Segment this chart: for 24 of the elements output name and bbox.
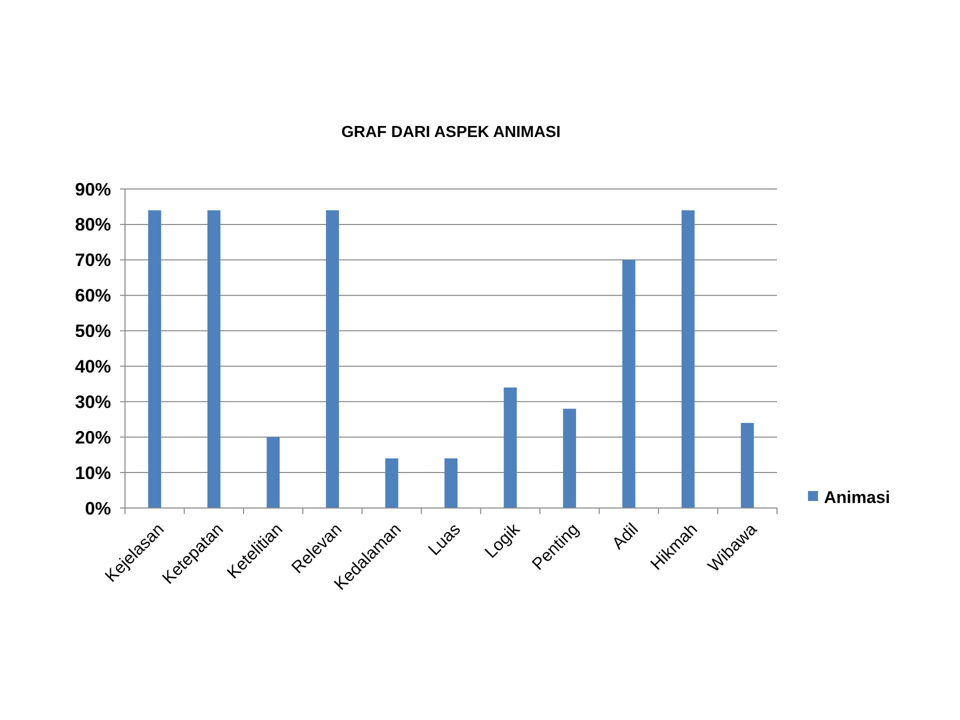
bar (740, 422, 754, 508)
bar (266, 437, 280, 508)
y-tick-label: 60% (74, 286, 111, 306)
y-tick-label: 70% (74, 250, 111, 270)
y-tick-label: 20% (74, 427, 111, 448)
y-tick-label: 40% (74, 356, 111, 377)
y-tick-label: 30% (74, 392, 111, 412)
y-tick-label: 10% (74, 462, 111, 483)
bar (622, 260, 636, 508)
bar (207, 210, 220, 508)
bar (504, 387, 517, 508)
bar (326, 210, 339, 508)
legend-label: Animasi (824, 488, 890, 507)
bar (385, 458, 398, 508)
y-tick-label: 50% (74, 321, 111, 342)
x-tick-label: Adil (608, 520, 642, 554)
bar (148, 210, 162, 508)
y-tick-label: 80% (74, 214, 111, 235)
bar (444, 458, 458, 508)
y-tick-label: 90% (74, 179, 111, 200)
bar (682, 210, 695, 508)
bar (563, 408, 576, 508)
y-tick-label: 0% (84, 498, 111, 518)
chart-title: GRAF DARI ASPEK ANIMASI (341, 124, 561, 141)
